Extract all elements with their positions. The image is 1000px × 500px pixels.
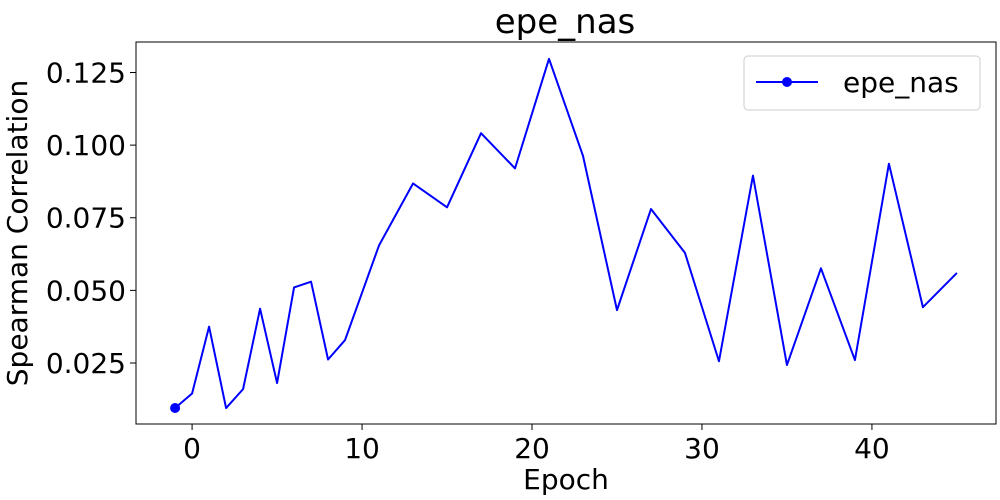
- y-tick-label: 0.050: [46, 274, 126, 307]
- chart-title: epe_nas: [495, 2, 636, 42]
- x-tick-label: 30: [684, 432, 720, 465]
- legend: epe_nas: [743, 55, 981, 111]
- series-line-epe_nas: [174, 57, 958, 410]
- x-tick-label: 10: [344, 432, 380, 465]
- legend-box: [743, 55, 981, 111]
- x-tick-label: 40: [854, 432, 890, 465]
- y-tick-label: 0.125: [46, 57, 126, 90]
- x-axis: 0 10 20 30 40: [183, 424, 890, 465]
- x-axis-label: Epoch: [523, 463, 609, 496]
- x-tick-label: 0: [183, 432, 201, 465]
- plot-area: [135, 41, 997, 425]
- x-tick-label: 20: [514, 432, 550, 465]
- legend-marker: [782, 77, 792, 87]
- legend-label: epe_nas: [843, 66, 959, 99]
- y-tick-label: 0.100: [46, 129, 126, 162]
- y-tick-label: 0.025: [46, 347, 126, 380]
- series-start-marker: [170, 403, 181, 414]
- y-axis-label: Spearman Correlation: [1, 80, 34, 386]
- y-axis: 0.025 0.050 0.075 0.100 0.125: [46, 57, 136, 380]
- y-tick-label: 0.075: [46, 202, 126, 235]
- series-layer: [170, 57, 958, 414]
